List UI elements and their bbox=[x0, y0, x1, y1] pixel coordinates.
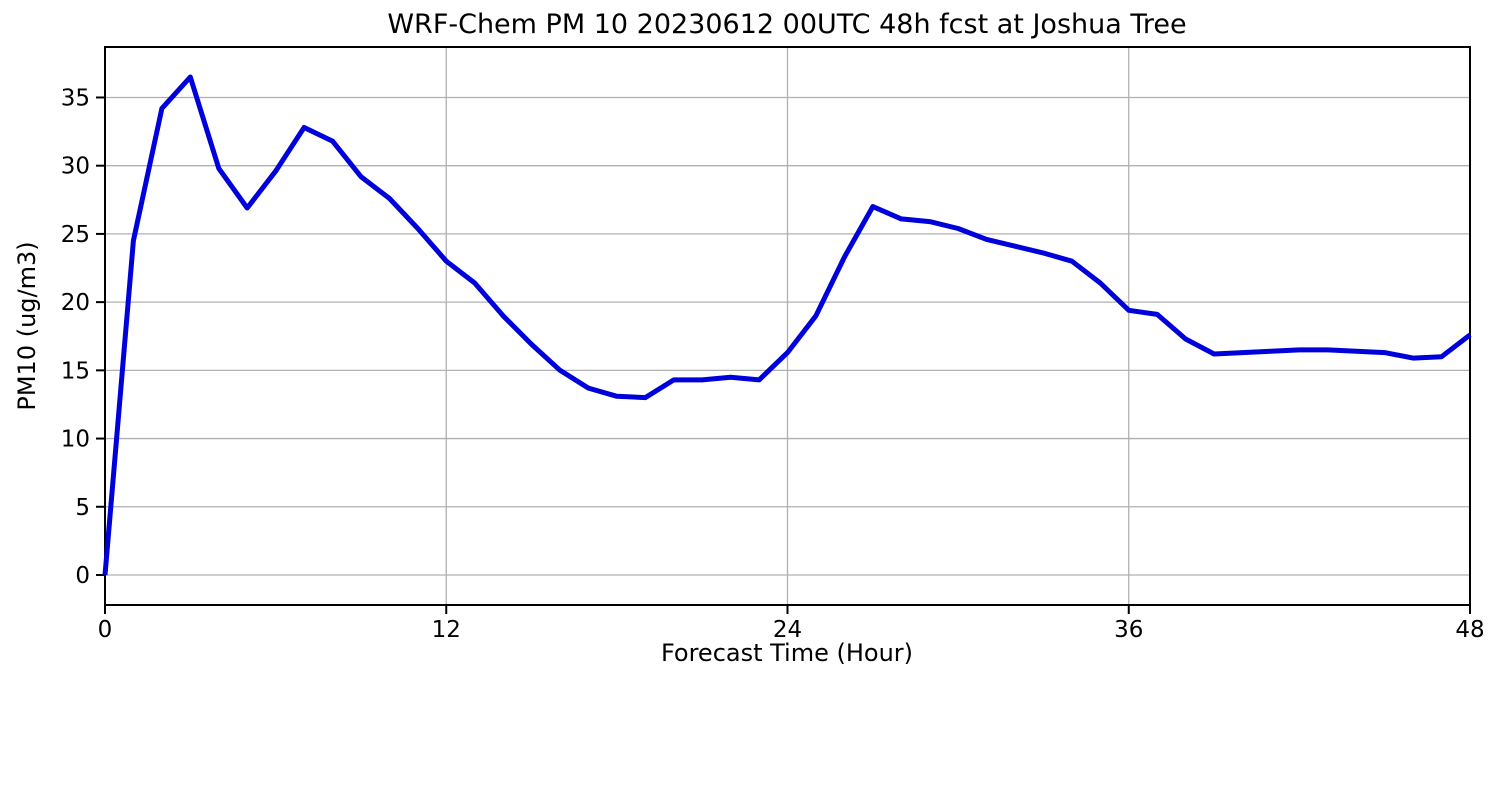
y-tick-label: 0 bbox=[75, 563, 90, 589]
x-tick-label: 12 bbox=[432, 617, 461, 643]
y-tick-label: 15 bbox=[61, 358, 90, 384]
y-tick-label: 25 bbox=[61, 222, 90, 248]
x-tick-label: 36 bbox=[1114, 617, 1143, 643]
y-tick-label: 35 bbox=[61, 85, 90, 111]
chart-title: WRF-Chem PM 10 20230612 00UTC 48h fcst a… bbox=[387, 9, 1186, 40]
y-axis-label: PM10 (ug/m3) bbox=[13, 241, 41, 410]
x-axis-label: Forecast Time (Hour) bbox=[661, 639, 913, 667]
x-tick-label: 0 bbox=[98, 617, 113, 643]
x-tick-label: 24 bbox=[773, 617, 802, 643]
plot-area: 0 12 24 36 48 0 5 10 15 20 25 30 35 bbox=[61, 46, 1485, 643]
pm10-data-line bbox=[102, 74, 1472, 576]
y-tick-label: 10 bbox=[61, 427, 90, 453]
y-tick-label: 5 bbox=[75, 495, 90, 521]
y-tick-label: 30 bbox=[61, 154, 90, 180]
x-tick-label: 48 bbox=[1455, 617, 1484, 643]
y-tick-label: 20 bbox=[61, 290, 90, 316]
